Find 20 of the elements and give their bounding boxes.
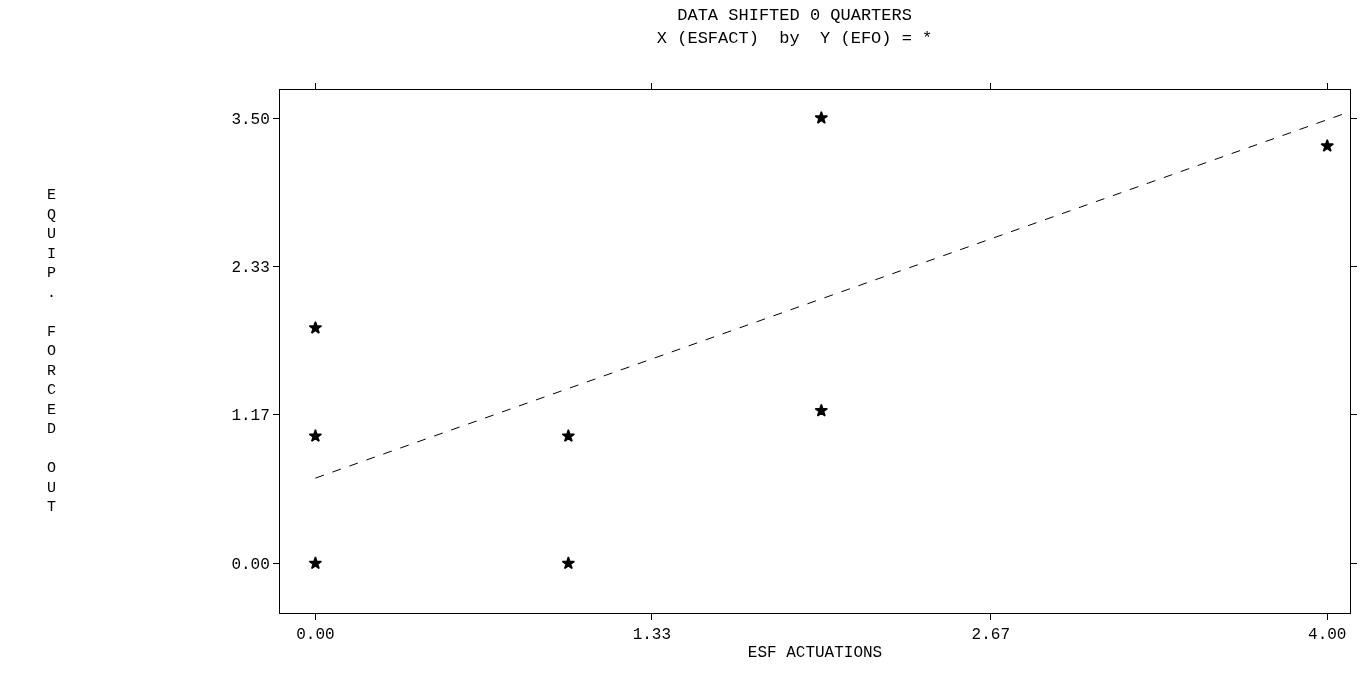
x-axis-title: ESF ACTUATIONS bbox=[747, 643, 883, 662]
y-tick-label: 0.00 bbox=[231, 555, 270, 574]
point bbox=[561, 429, 576, 442]
x-tick-label: 0.00 bbox=[296, 626, 335, 645]
y-tick-label: 1.17 bbox=[231, 407, 270, 426]
point bbox=[308, 320, 323, 334]
x-tick-label: 2.67 bbox=[971, 626, 1010, 645]
point bbox=[308, 429, 323, 442]
chart-title: DATA SHIFTED 0 QUARTERS bbox=[677, 6, 912, 26]
point bbox=[814, 110, 829, 124]
text: EQUIP. FORCED OUT bbox=[47, 187, 57, 516]
point bbox=[561, 556, 576, 570]
chart-subtitle: X (ESFACT) by Y (EFO) = * bbox=[656, 28, 933, 48]
point bbox=[814, 403, 829, 417]
x-tick-label: 4.00 bbox=[1308, 626, 1347, 645]
y-tick-label: 2.33 bbox=[231, 259, 270, 278]
y-tick-label: 3.50 bbox=[231, 110, 270, 129]
point bbox=[308, 556, 323, 570]
x-tick-label: 1.33 bbox=[632, 626, 672, 645]
point bbox=[1320, 138, 1334, 152]
